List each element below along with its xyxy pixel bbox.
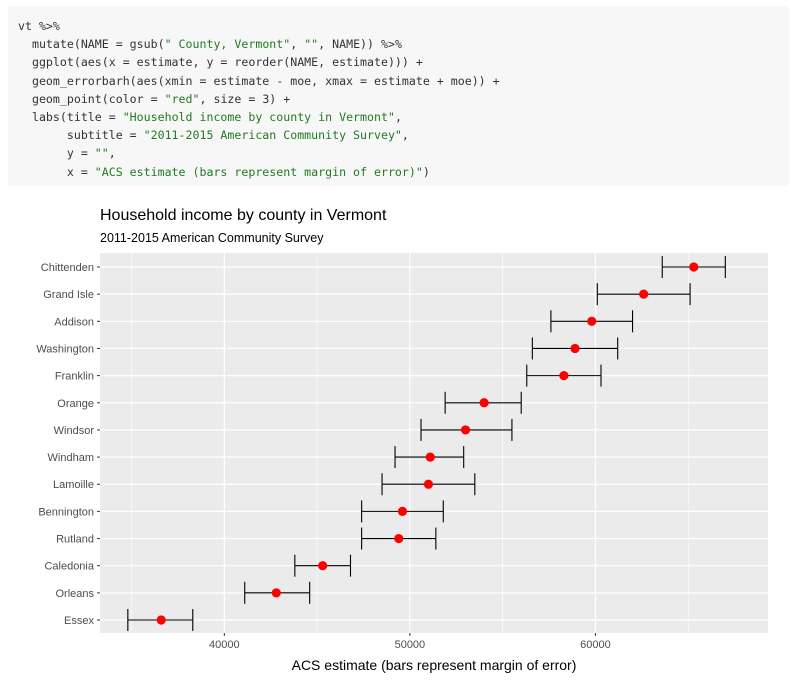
code-string: "2011-2015 American Community Survey": [143, 128, 402, 143]
data-point: [425, 452, 435, 462]
chart-subtitle: 2011-2015 American Community Survey: [100, 231, 324, 245]
code-token: ,: [108, 146, 116, 161]
points: [156, 262, 699, 625]
code-token: ,: [290, 37, 305, 52]
data-point: [479, 398, 489, 408]
data-point: [397, 506, 408, 516]
code-token: geom_point(color =: [18, 91, 165, 106]
data-point: [689, 262, 699, 272]
y-tick-label: Essex: [64, 615, 94, 627]
code-token: mutate(NAME = gsub(: [18, 37, 165, 52]
code-block: vt %>% mutate(NAME = gsub(" County, Verm…: [8, 6, 789, 186]
code-token: , NAME)) %>%: [318, 37, 402, 52]
data-point: [639, 289, 649, 299]
data-point: [460, 425, 471, 435]
y-axis: Chittenden Grand Isle Addison Washington Fra…: [36, 262, 100, 627]
code-token: ,: [401, 128, 409, 143]
code-line: ggplot(aes(x = estimate, y = reorder(NAM…: [18, 53, 779, 71]
y-tick-label: Addison: [54, 316, 94, 328]
y-tick-label: Windsor: [54, 425, 95, 437]
code-line: geom_point(color = "red", size = 3) +: [18, 90, 779, 108]
y-tick-label: Windham: [48, 452, 94, 464]
x-axis-label: ACS estimate (bars represent margin of e…: [292, 657, 577, 673]
data-point: [271, 588, 281, 598]
y-tick-label: Orleans: [55, 588, 94, 600]
x-axis: 40000 50000 60000: [209, 633, 611, 651]
code-token: vt %>%: [18, 19, 60, 33]
code-token: subtitle =: [18, 128, 144, 143]
code-token: ggplot(aes(x = estimate, y = reorder(NAM…: [18, 55, 423, 70]
plot-panel: [100, 253, 768, 633]
code-token: , size = 3) +: [199, 91, 291, 106]
code-string: "ACS estimate (bars represent margin of …: [94, 164, 423, 179]
y-tick-label: Orange: [57, 398, 94, 410]
code-string: "Household income by county in Vermont": [122, 109, 395, 124]
y-tick-label: Grand Isle: [43, 289, 94, 301]
y-tick-label: Bennington: [38, 506, 94, 518]
data-point: [394, 533, 404, 544]
code-line: x = "ACS estimate (bars represent margin…: [18, 163, 779, 181]
code-token: x =: [18, 164, 95, 179]
code-string: "": [94, 146, 109, 161]
code-line: geom_errorbarh(aes(xmin = estimate - moe…: [18, 72, 779, 90]
y-tick-label: Chittenden: [41, 262, 94, 274]
code-token: ,: [394, 109, 402, 124]
chart: Household income by county in Vermont 20…: [36, 207, 768, 673]
x-tick-label: 50000: [395, 639, 426, 651]
data-point: [318, 561, 328, 571]
data-point: [559, 371, 569, 381]
x-tick-label: 40000: [209, 639, 240, 651]
code-line: vt %>%: [18, 17, 779, 35]
y-tick-label: Franklin: [55, 371, 94, 383]
data-point: [423, 479, 434, 489]
code-string: "": [304, 37, 319, 52]
code-token: ): [422, 164, 430, 179]
x-tick-label: 60000: [580, 639, 611, 651]
code-token: y =: [18, 146, 95, 161]
code-string: " County, Vermont": [164, 37, 291, 52]
code-line: y = "",: [18, 144, 779, 162]
code-line: labs(title = "Household income by county…: [18, 108, 779, 126]
y-tick-label: Washington: [36, 343, 94, 355]
code-string: "red": [164, 91, 200, 106]
y-tick-label: Caledonia: [44, 561, 94, 573]
code-token: geom_errorbarh(aes(xmin = estimate - moe…: [18, 73, 500, 88]
chart-title: Household income by county in Vermont: [100, 207, 387, 224]
code-token: labs(title =: [18, 109, 123, 124]
code-line: subtitle = "2011-2015 American Community…: [18, 126, 779, 144]
data-point: [570, 343, 580, 354]
y-tick-label: Rutland: [56, 534, 94, 546]
data-point: [587, 316, 597, 326]
code-line: mutate(NAME = gsub(" County, Vermont", "…: [18, 35, 779, 53]
data-point: [156, 615, 166, 625]
y-tick-label: Lamoille: [53, 479, 94, 491]
